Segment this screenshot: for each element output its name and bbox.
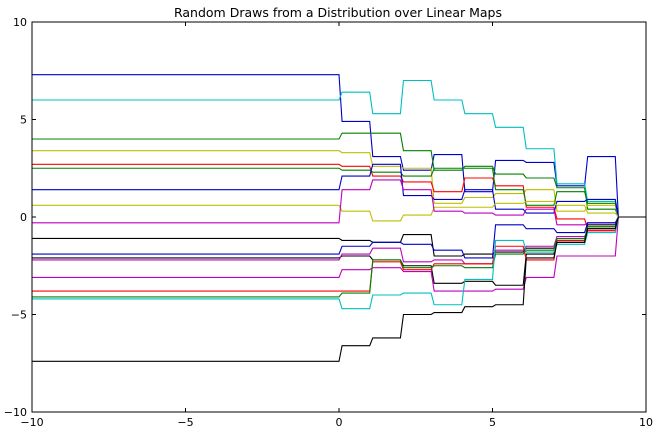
series-line-18 [32,216,646,362]
series-line-8 [32,200,646,222]
x-tick-label: −10 [20,416,43,429]
series-line-11 [32,216,646,259]
series-line-16 [32,216,646,298]
y-tick-label: 0 [20,211,27,224]
x-tick-label: −5 [177,416,193,429]
x-tick-label: 0 [336,416,343,429]
y-tick-label: 10 [13,16,27,29]
y-tick-label: −5 [11,309,27,322]
series-line-7 [32,163,646,218]
series-line-9 [32,179,646,226]
plot-area [32,74,646,362]
x-tick-label: 5 [489,416,496,429]
x-tick-label: 10 [639,416,653,429]
series-line-2 [32,79,646,218]
chart-title: Random Draws from a Distribution over Li… [174,5,502,20]
y-tick-label: 5 [20,114,27,127]
series-line-1 [32,74,646,218]
axes: −10 −5 0 5 10 −10 −5 0 5 10 [4,16,653,429]
series-line-17 [32,216,646,310]
series-line-14 [32,216,646,292]
y-tick-label: −10 [4,406,27,419]
